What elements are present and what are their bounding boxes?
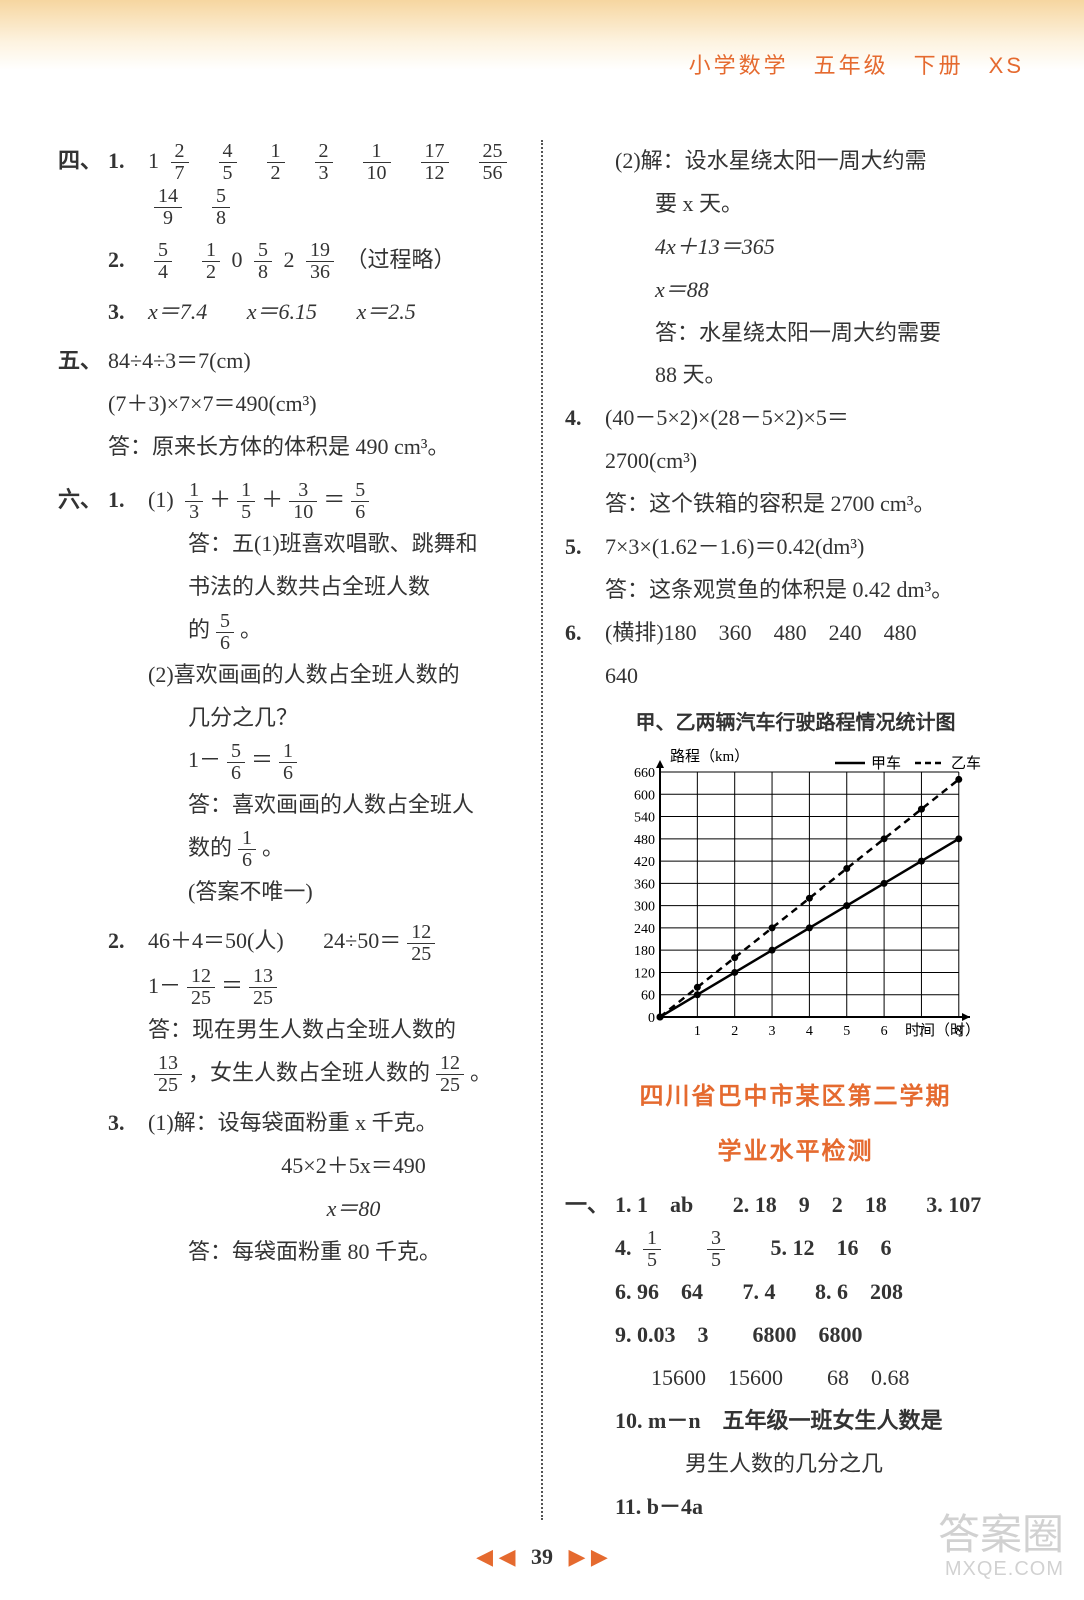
q5r-l2: 答：这条观赏鱼的体积是 0.42 dm³。 xyxy=(565,569,1026,612)
q6-3-num: 3. xyxy=(108,1102,148,1145)
svg-text:2: 2 xyxy=(731,1024,738,1039)
q6-3b-l2: 要 x 天。 xyxy=(565,183,1026,226)
q4r-l1: (40－5×2)×(28－5×2)×5＝ xyxy=(605,397,849,440)
q5r-l1: 7×3×(1.62－1.6)＝0.42(dm³) xyxy=(605,526,864,569)
q4-1-line2: 14958 xyxy=(58,184,519,228)
arrow-right-icon: ▶ ▶ xyxy=(569,1544,608,1569)
q6-2-num: 2. xyxy=(108,920,148,963)
watermark: 答案圈 MXQE.COM xyxy=(938,1512,1064,1580)
q6-3b-l3: 4x＋13＝365 xyxy=(565,226,1026,269)
svg-text:时间（时）: 时间（时） xyxy=(905,1022,980,1039)
q6-2-l3: 答：现在男生人数占全班人数的 xyxy=(58,1009,519,1052)
svg-text:甲车: 甲车 xyxy=(871,755,901,772)
svg-text:240: 240 xyxy=(634,921,655,936)
q5r-num: 5. xyxy=(565,526,605,569)
svg-text:1: 1 xyxy=(694,1024,701,1039)
q6-3b-l5: 答：水星绕太阳一周大约需要 xyxy=(565,312,1026,355)
left-column: 四、 1. 1 2745122311017122556 14958 2. 541… xyxy=(40,140,537,1520)
q6-1a-ans1: 答：五(1)班喜欢唱歌、跳舞和 xyxy=(58,523,519,566)
page-header: 小学数学 五年级 下册 XS xyxy=(689,48,1024,80)
svg-text:路程（km）: 路程（km） xyxy=(670,748,749,765)
q6-1a-ans2: 书法的人数共占全班人数 xyxy=(58,566,519,609)
chart-title: 甲、乙两辆汽车行驶路程情况统计图 xyxy=(565,704,1026,743)
q6-1b-ans1: 答：喜欢画画的人数占全班人 xyxy=(58,784,519,827)
q5-l1: 84÷4÷3＝7(cm) xyxy=(108,340,251,383)
q5-l2: (7＋3)×7×7＝490(cm³) xyxy=(58,383,519,426)
q6-1b-l2: 几分之几？ xyxy=(58,697,519,740)
q6-1b-calc: 1－56＝16 xyxy=(58,739,519,783)
q6-2-l4: 1325，女生人数占全班人数的1225。 xyxy=(58,1052,519,1096)
q6-3b-l4: x＝88 xyxy=(565,269,1026,312)
svg-text:540: 540 xyxy=(634,810,655,825)
q6-1b-note: (答案不唯一) xyxy=(58,871,519,914)
svg-text:360: 360 xyxy=(634,877,655,892)
svg-text:300: 300 xyxy=(634,899,655,914)
page-footer: ◀ ◀ 39 ▶ ▶ xyxy=(0,1544,1084,1570)
svg-text:120: 120 xyxy=(634,966,655,981)
svg-text:480: 480 xyxy=(634,832,655,847)
q6-3a-l3: x＝80 xyxy=(58,1188,519,1231)
right-column: (2)解：设水星绕太阳一周大约需 要 x 天。 4x＋13＝365 x＝88 答… xyxy=(547,140,1044,1520)
exam-title-2: 学业水平检测 xyxy=(565,1129,1026,1176)
svg-text:3: 3 xyxy=(769,1024,776,1039)
q6-1b: (2)喜欢画画的人数占全班人数的 xyxy=(58,654,519,697)
e1-line5b: 男生人数的几分之几 xyxy=(565,1443,1026,1486)
q6-3a-l2: 45×2＋5x＝490 xyxy=(58,1145,519,1188)
column-divider xyxy=(541,140,543,1520)
content-columns: 四、 1. 1 2745122311017122556 14958 2. 541… xyxy=(40,140,1044,1520)
q4r-num: 4. xyxy=(565,397,605,440)
q5-l3: 答：原来长方体的体积是 490 cm³。 xyxy=(58,426,519,469)
q4-1-num: 1. xyxy=(108,140,148,183)
svg-text:60: 60 xyxy=(641,988,655,1003)
section-6-label: 六、 xyxy=(58,479,108,522)
q4-2-num: 2. xyxy=(108,239,148,282)
exam-title-1: 四川省巴中市某区第二学期 xyxy=(565,1074,1026,1121)
e1-line1: 1. 1 ab 2. 18 9 2 18 3. 107 xyxy=(615,1184,981,1227)
q6-1b-ans2: 数的16。 xyxy=(58,827,519,871)
q6-3a-l1: (1)解：设每袋面粉重 x 千克。 xyxy=(148,1102,438,1145)
q6-1a-ans3: 的56。 xyxy=(58,609,519,653)
exam-sec1-label: 一、 xyxy=(565,1184,615,1227)
e1-line5: 10. m－n 五年级一班女生人数是 xyxy=(565,1400,1026,1443)
q6r-num: 6. xyxy=(565,612,605,655)
svg-text:600: 600 xyxy=(634,788,655,803)
q4-3-num: 3. xyxy=(108,291,148,334)
page-number: 39 xyxy=(531,1544,553,1569)
svg-text:660: 660 xyxy=(634,766,655,781)
svg-text:420: 420 xyxy=(634,855,655,870)
q4-2: 5412 0 58 2 1936 （过程略） xyxy=(148,239,456,283)
e1-line4b: 15600 15600 68 0.68 xyxy=(565,1357,1026,1400)
q6-1-num: 1. xyxy=(108,479,148,522)
q4r-l2: 2700(cm³) xyxy=(565,440,1026,483)
q6-1a: (1) 13＋15＋310＝56 xyxy=(148,479,375,523)
q4-3: x＝7.4 x＝6.15 x＝2.5 xyxy=(148,291,416,334)
svg-text:6: 6 xyxy=(881,1024,888,1039)
e1-line4: 9. 0.03 3 6800 6800 xyxy=(565,1314,1026,1357)
e1-line3: 6. 96 64 7. 4 8. 6 208 xyxy=(565,1271,1026,1314)
q4r-l3: 答：这个铁箱的容积是 2700 cm³。 xyxy=(565,483,1026,526)
q6r-l2: 640 xyxy=(565,655,1026,698)
arrow-left-icon: ◀ ◀ xyxy=(476,1544,515,1569)
svg-text:180: 180 xyxy=(634,944,655,959)
q4-1-content: 1 2745122311017122556 xyxy=(148,140,513,184)
q6r-l1: (横排)180 360 480 240 480 xyxy=(605,612,917,655)
section-5-label: 五、 xyxy=(58,340,108,383)
svg-text:4: 4 xyxy=(806,1024,813,1039)
q6-3a-l4: 答：每袋面粉重 80 千克。 xyxy=(58,1231,519,1274)
q6-3b-l1: (2)解：设水星绕太阳一周大约需 xyxy=(565,140,1026,183)
e1-line2: 4. 1535 5. 12 16 6 xyxy=(565,1227,1026,1271)
svg-text:乙车: 乙车 xyxy=(951,755,981,772)
q6-3b-l6: 88 天。 xyxy=(565,354,1026,397)
line-chart: 6012018024030036042048054060066001234567… xyxy=(605,747,1026,1067)
section-4-label: 四、 xyxy=(58,140,108,183)
q6-2-l2: 1－1225＝1325 xyxy=(58,965,519,1009)
q6-2-l1: 46＋4＝50(人) 24÷50＝1225 xyxy=(148,920,441,964)
svg-text:5: 5 xyxy=(843,1024,850,1039)
svg-text:0: 0 xyxy=(648,1011,655,1026)
